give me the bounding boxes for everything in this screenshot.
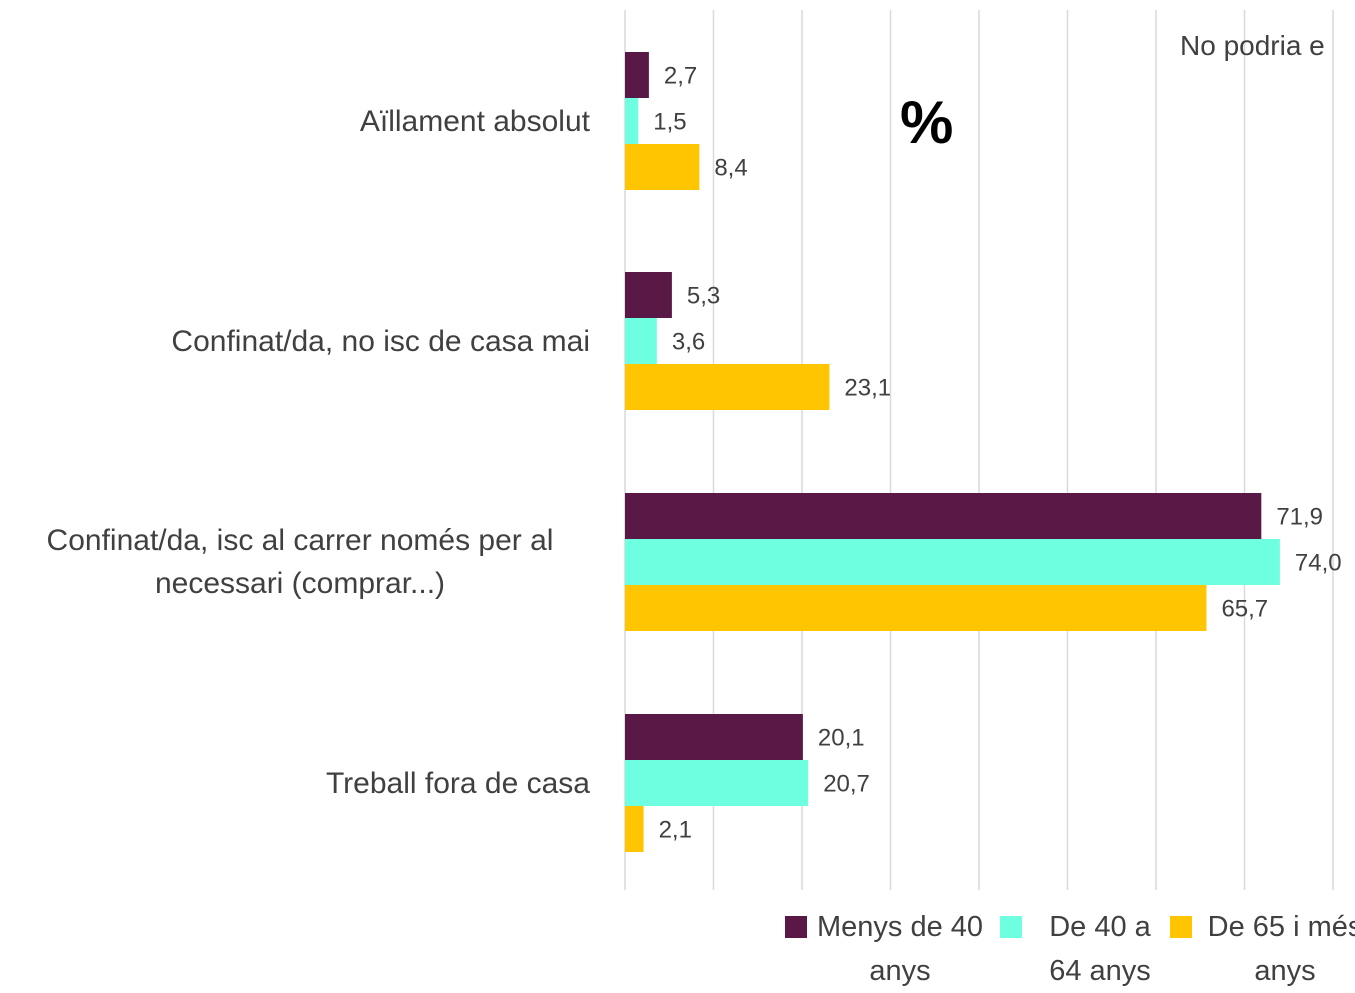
data-label: 1,5 (653, 108, 686, 135)
category-label: Confinat/da, no isc de casa mai (171, 324, 590, 358)
bar (625, 760, 809, 806)
bar (625, 806, 644, 852)
legend-label: Menys de 40 anys (816, 911, 984, 987)
data-label: 71,9 (1276, 503, 1323, 530)
legend-swatch (1170, 916, 1192, 938)
data-label: 74,0 (1295, 549, 1342, 576)
bar (625, 493, 1262, 539)
bar (625, 539, 1280, 585)
legend-item: De 40 a 64 anys (1000, 905, 1170, 993)
bar (625, 318, 657, 364)
data-label: 65,7 (1221, 595, 1268, 622)
data-label: 2,1 (659, 816, 692, 843)
annotation: No podria e (1180, 30, 1325, 61)
bar (625, 272, 672, 318)
annotation: % (900, 89, 954, 156)
bar (625, 364, 830, 410)
legend-item: Menys de 40 anys (785, 905, 985, 993)
bar (625, 714, 803, 760)
category-label: Treball fora de casa (325, 766, 590, 800)
data-label: 20,1 (818, 724, 865, 751)
bar (625, 52, 649, 98)
legend-label: De 40 a 64 anys (1049, 911, 1151, 987)
bar (625, 144, 700, 190)
data-label: 23,1 (844, 374, 891, 401)
data-label: 2,7 (664, 62, 697, 89)
legend-item: De 65 i més anys (1170, 905, 1355, 993)
legend-swatch (785, 916, 807, 938)
data-label: 20,7 (823, 770, 870, 797)
data-label: 8,4 (714, 154, 747, 181)
category-label: Aïllament absolut (359, 104, 590, 138)
bar (625, 98, 639, 144)
legend-label: De 65 i més anys (1207, 911, 1355, 987)
legend-swatch (1000, 916, 1022, 938)
data-label: 3,6 (672, 328, 705, 355)
category-label: Confinat/da, isc al carrer només per al … (46, 524, 554, 600)
bar (625, 585, 1207, 631)
data-label: 5,3 (687, 282, 720, 309)
